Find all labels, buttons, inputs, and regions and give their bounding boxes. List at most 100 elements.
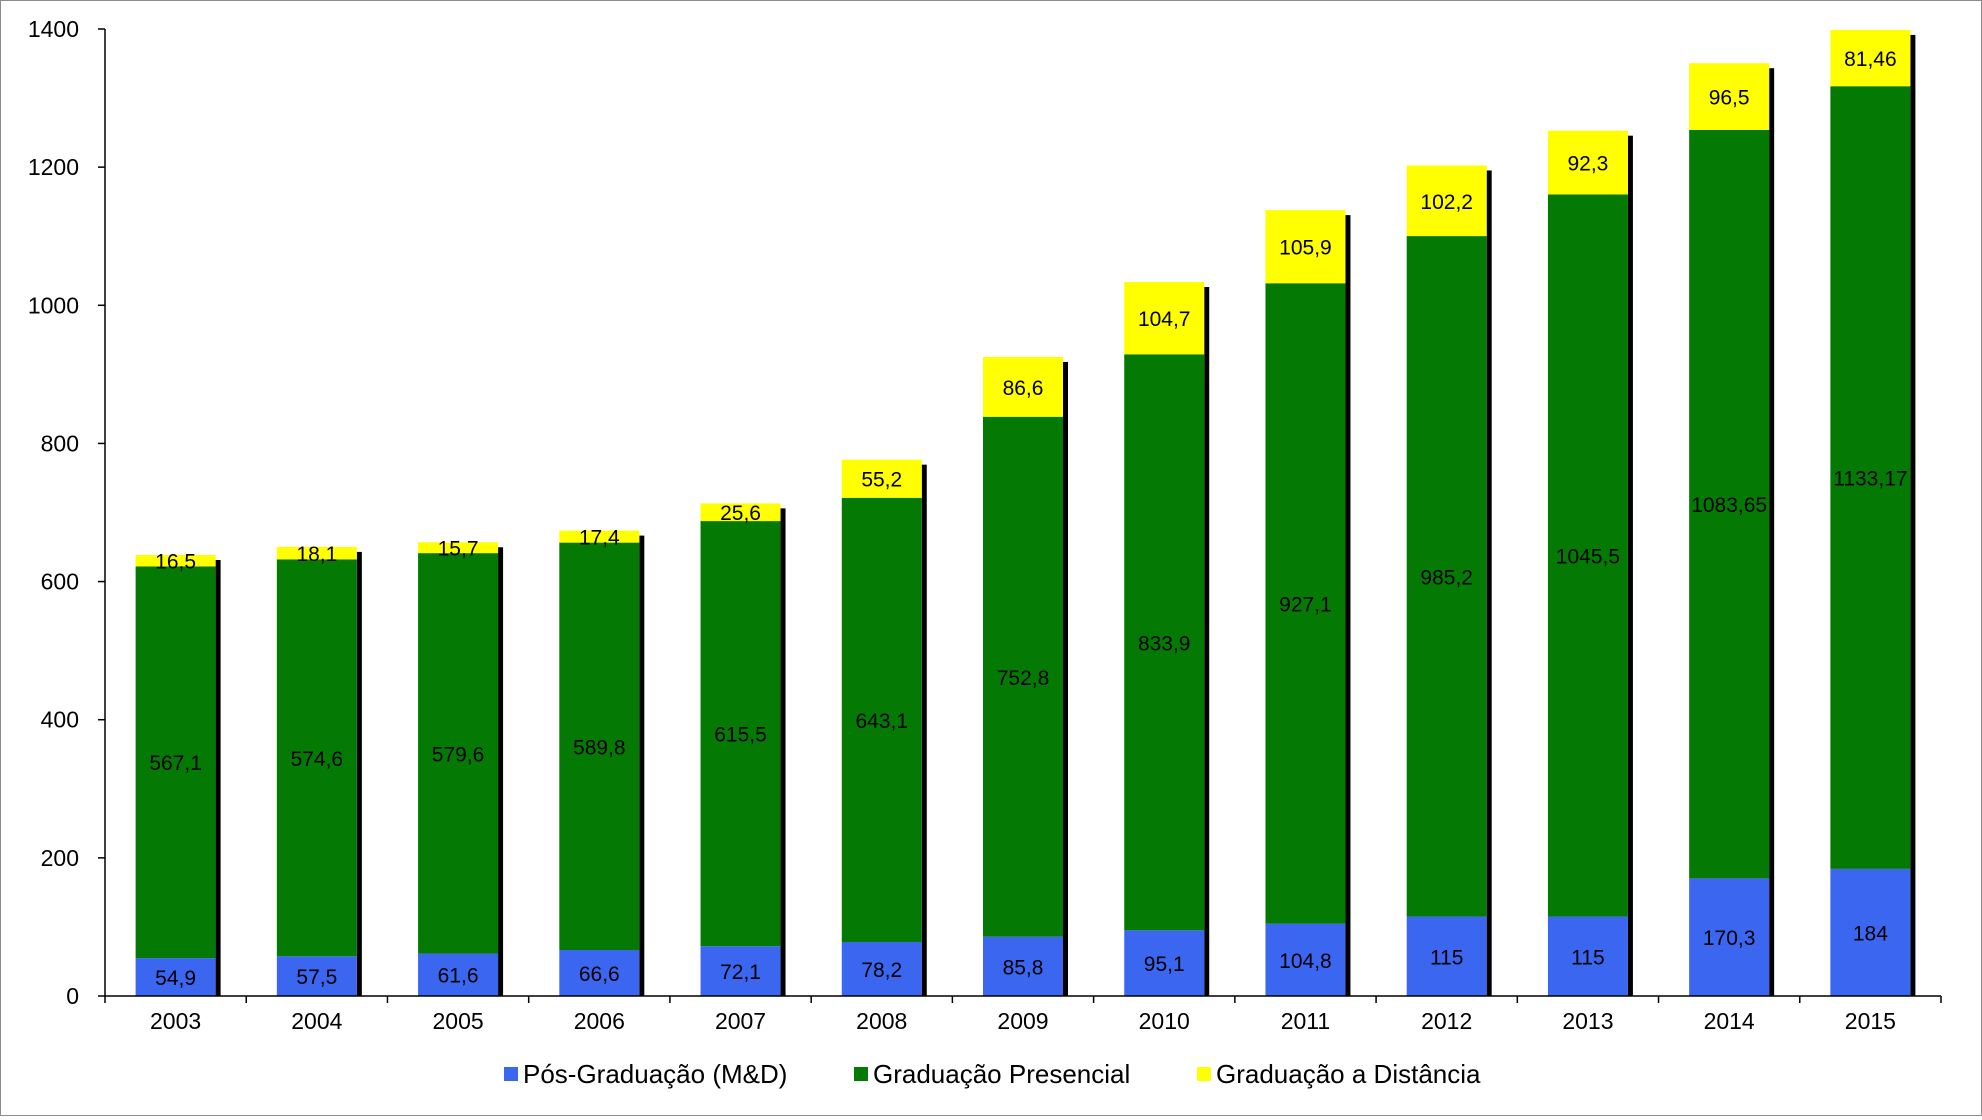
bar-pos-graduacao-m-d-2003 [135, 958, 216, 996]
bar-graduacao-a-distancia-2007 [700, 503, 781, 522]
bar-graduacao-presencial-2011 [1265, 283, 1346, 924]
data-label-graduacao-presencial-2013: 1045,5 [1556, 545, 1620, 568]
bar-graduacao-a-distancia-2008 [841, 459, 922, 498]
data-label-graduacao-presencial-2009: 752,8 [997, 667, 1050, 690]
x-ticks-layer: 2003 2004 2005 2006 2007 2008 2009 2010 2011 2012… [104, 996, 1942, 1034]
x-tick-label-2011: 2011 [1281, 1008, 1330, 1034]
bar-graduacao-a-distancia-2013 [1547, 130, 1628, 195]
bar-graduacao-a-distancia-2004 [276, 546, 357, 560]
bar-shadow-2004 [356, 551, 362, 996]
data-label-graduacao-presencial-2011: 927,1 [1279, 593, 1332, 616]
data-label-pos-graduacao-m-d-2012: 115 [1430, 946, 1463, 969]
bar-shadow-2014 [1769, 68, 1775, 996]
data-label-graduacao-a-distancia-2015: 81,46 [1844, 48, 1897, 71]
y-tick-label-0: 0 [66, 983, 79, 1009]
bar-graduacao-a-distancia-2006 [559, 530, 640, 543]
bar-graduacao-presencial-2012 [1406, 236, 1487, 917]
bar-pos-graduacao-m-d-2007 [700, 946, 781, 996]
legend-swatch-graduacao-presencial [854, 1067, 868, 1081]
bar-graduacao-a-distancia-2011 [1265, 210, 1346, 284]
data-label-graduacao-presencial-2008: 643,1 [855, 710, 908, 733]
data-label-graduacao-presencial-2005: 579,6 [432, 743, 485, 766]
bar-pos-graduacao-m-d-2004 [276, 956, 357, 996]
x-tick-label-2012: 2012 [1421, 1008, 1472, 1034]
bar-graduacao-presencial-2013 [1547, 194, 1628, 917]
bar-pos-graduacao-m-d-2011 [1265, 923, 1346, 996]
legend-swatch-graduacao-distancia [1197, 1067, 1211, 1081]
legend: Pós-Graduação (M&D) Graduação Presencial… [504, 1059, 1481, 1089]
x-tick-label-2009: 2009 [997, 1008, 1048, 1034]
bar-pos-graduacao-m-d-2014 [1689, 878, 1770, 996]
bar-graduacao-presencial-2010 [1124, 354, 1205, 931]
bar-graduacao-a-distancia-2015 [1830, 29, 1911, 87]
bar-shadow-2011 [1345, 215, 1351, 996]
legend-swatch-pos-graduacao [504, 1067, 518, 1081]
y-tick-label-200: 200 [41, 845, 79, 871]
data-label-pos-graduacao-m-d-2005: 61,6 [438, 965, 479, 988]
bar-graduacao-a-distancia-2009 [983, 356, 1063, 417]
y-tick-label-1000: 1000 [28, 292, 79, 318]
data-label-graduacao-presencial-2015: 1133,17 [1833, 468, 1907, 491]
data-label-graduacao-a-distancia-2005: 15,7 [438, 538, 479, 561]
data-label-graduacao-a-distancia-2014: 96,5 [1709, 87, 1750, 110]
x-tick-label-2014: 2014 [1704, 1008, 1755, 1034]
bar-graduacao-a-distancia-2003 [135, 554, 216, 567]
legend-label-graduacao-distancia: Graduação a Distância [1216, 1059, 1481, 1089]
bar-shadow-2013 [1627, 135, 1633, 996]
bar-graduacao-presencial-2009 [983, 416, 1063, 937]
bar-pos-graduacao-m-d-2006 [559, 949, 640, 996]
legend-label-pos-graduacao: Pós-Graduação (M&D) [523, 1059, 787, 1089]
data-label-pos-graduacao-m-d-2009: 85,8 [1003, 956, 1044, 979]
y-tick-label-1200: 1200 [28, 154, 79, 180]
data-label-graduacao-presencial-2003: 567,1 [149, 752, 202, 775]
bar-graduacao-presencial-2015 [1830, 86, 1911, 869]
bar-pos-graduacao-m-d-2012 [1406, 916, 1487, 996]
data-label-graduacao-a-distancia-2012: 102,2 [1420, 191, 1473, 214]
bar-shadow-2007 [780, 508, 786, 996]
bar-graduacao-a-distancia-2010 [1124, 282, 1205, 355]
bar-shadow-2009 [1063, 361, 1068, 996]
y-tick-label-800: 800 [41, 430, 79, 456]
bars-layer [135, 29, 1916, 997]
bar-shadow-2010 [1204, 287, 1210, 996]
data-labels-layer: 54,9 567,1 16,5 57,5 574,6 18,1 61,6 579,6 15,7 6… [149, 48, 1907, 990]
y-tick-label-400: 400 [41, 707, 79, 733]
data-label-graduacao-a-distancia-2004: 18,1 [296, 543, 337, 566]
x-tick-label-2010: 2010 [1139, 1008, 1190, 1034]
bar-graduacao-presencial-2003 [135, 566, 216, 959]
bar-graduacao-a-distancia-2014 [1689, 63, 1770, 130]
y-ticks-layer: 0 200 400 600 800 1000 1200 1400 [28, 16, 105, 1009]
data-label-pos-graduacao-m-d-2015: 184 [1853, 922, 1888, 945]
x-tick-label-2004: 2004 [291, 1008, 342, 1034]
bar-shadow-2005 [498, 547, 504, 996]
bar-pos-graduacao-m-d-2015 [1830, 868, 1911, 996]
x-tick-label-2008: 2008 [856, 1008, 907, 1034]
bar-graduacao-a-distancia-2012 [1406, 165, 1487, 237]
bar-pos-graduacao-m-d-2008 [841, 941, 922, 996]
data-label-pos-graduacao-m-d-2007: 72,1 [720, 961, 761, 984]
bar-graduacao-a-distancia-2005 [418, 542, 499, 554]
data-label-graduacao-a-distancia-2011: 105,9 [1279, 237, 1332, 260]
legend-label-graduacao-presencial: Graduação Presencial [873, 1059, 1130, 1089]
data-label-graduacao-a-distancia-2010: 104,7 [1138, 308, 1191, 331]
data-label-graduacao-presencial-2007: 615,5 [714, 724, 767, 747]
bar-shadow-2006 [639, 535, 645, 996]
data-label-graduacao-a-distancia-2006: 17,4 [579, 527, 620, 550]
data-label-pos-graduacao-m-d-2010: 95,1 [1144, 953, 1185, 976]
data-label-pos-graduacao-m-d-2014: 170,3 [1703, 927, 1756, 950]
data-label-graduacao-a-distancia-2007: 25,6 [720, 502, 761, 525]
data-label-graduacao-presencial-2012: 985,2 [1420, 566, 1473, 589]
bar-graduacao-presencial-2006 [559, 542, 640, 950]
data-label-graduacao-a-distancia-2008: 55,2 [861, 469, 902, 492]
bar-graduacao-presencial-2007 [700, 521, 781, 947]
bar-graduacao-presencial-2005 [418, 553, 499, 954]
y-tick-label-600: 600 [41, 569, 79, 595]
x-tick-label-2013: 2013 [1562, 1008, 1613, 1034]
bar-pos-graduacao-m-d-2009 [983, 936, 1063, 996]
bar-shadow-2012 [1486, 170, 1492, 997]
bar-shadow-2015 [1910, 34, 1916, 996]
x-tick-label-2006: 2006 [574, 1008, 625, 1034]
bar-graduacao-presencial-2008 [841, 497, 922, 942]
bar-pos-graduacao-m-d-2005 [418, 953, 499, 996]
